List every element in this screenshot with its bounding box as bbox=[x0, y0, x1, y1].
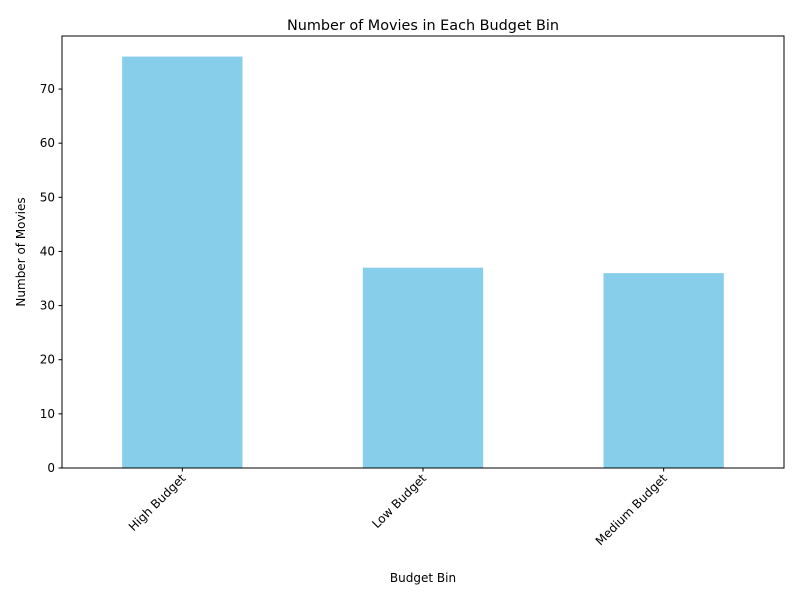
y-tick-label: 20 bbox=[40, 353, 55, 367]
bar-low-budget bbox=[362, 267, 484, 468]
bars-group bbox=[122, 56, 724, 468]
y-tick-label: 50 bbox=[40, 190, 55, 204]
y-tick-label: 10 bbox=[40, 407, 55, 421]
y-tick-label: 40 bbox=[40, 244, 55, 258]
plot-frame bbox=[61, 35, 785, 469]
y-tick-label: 60 bbox=[40, 136, 55, 150]
chart-title: Number of Movies in Each Budget Bin bbox=[287, 18, 559, 34]
y-axis-label: Number of Movies bbox=[14, 197, 28, 306]
y-tick-label: 0 bbox=[47, 461, 55, 475]
y-tick-label: 30 bbox=[40, 299, 55, 313]
y-tick-label: 70 bbox=[40, 82, 55, 96]
bar-high-budget bbox=[122, 56, 243, 468]
bar-medium-budget bbox=[603, 273, 724, 468]
y-axis: 0 10 20 30 40 50 60 70 bbox=[40, 82, 62, 475]
x-axis-label: Budget Bin bbox=[390, 571, 456, 585]
